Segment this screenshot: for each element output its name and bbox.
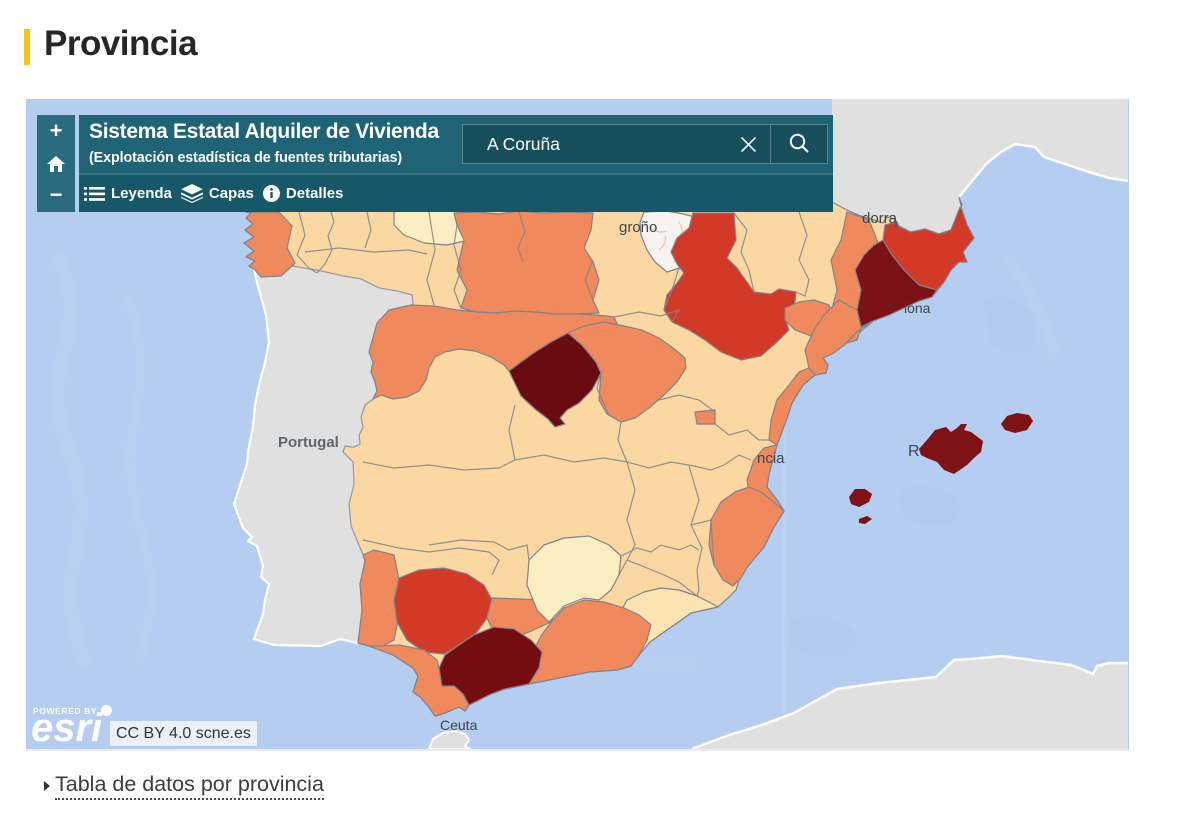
svg-text:dorra: dorra	[862, 210, 898, 227]
svg-text:groño: groño	[619, 219, 657, 236]
svg-text:lona: lona	[904, 300, 931, 316]
svg-text:Portugal: Portugal	[278, 434, 339, 451]
svg-text:ncia: ncia	[757, 450, 785, 467]
svg-text:Ceuta: Ceuta	[440, 717, 478, 733]
svg-text:R: R	[908, 443, 920, 460]
